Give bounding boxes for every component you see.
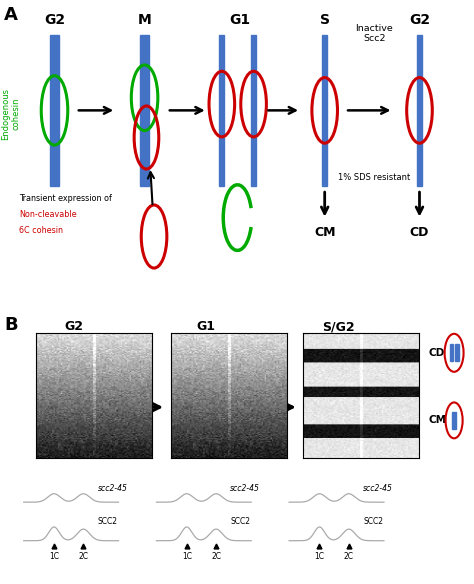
Text: CM: CM — [314, 226, 336, 239]
Bar — [219, 34, 225, 186]
Text: scc2-45: scc2-45 — [363, 484, 393, 493]
Text: CD: CD — [429, 348, 445, 358]
Text: S/G2: S/G2 — [323, 320, 355, 333]
Bar — [452, 412, 456, 429]
Text: Non-cleavable: Non-cleavable — [19, 210, 77, 219]
Bar — [55, 34, 59, 186]
Bar — [449, 345, 453, 361]
Text: SCC2: SCC2 — [363, 517, 383, 526]
Text: CM: CM — [429, 415, 447, 425]
Bar — [456, 345, 459, 361]
Text: scc2-45: scc2-45 — [98, 484, 128, 493]
Text: A: A — [4, 6, 18, 25]
Text: 1C: 1C — [314, 552, 325, 561]
Text: B: B — [5, 316, 18, 334]
Text: CM: CM — [127, 401, 148, 413]
Text: $\it{scc2}$-45: $\it{scc2}$-45 — [75, 335, 109, 346]
Text: SCC2: SCC2 — [177, 335, 199, 344]
Text: G2: G2 — [409, 13, 430, 27]
Text: 1C: 1C — [182, 552, 192, 561]
Text: M: M — [137, 13, 152, 27]
Text: SCC2: SCC2 — [45, 335, 66, 344]
Text: $\it{scc2}$-45: $\it{scc2}$-45 — [208, 335, 242, 346]
Text: 2C: 2C — [78, 552, 89, 561]
Bar — [322, 34, 327, 186]
Text: SCC2: SCC2 — [98, 517, 118, 526]
Text: scc2-45: scc2-45 — [230, 484, 260, 493]
Text: G2: G2 — [44, 13, 65, 27]
Text: CD: CD — [410, 226, 429, 239]
Text: 2C: 2C — [211, 552, 221, 561]
Text: G2: G2 — [64, 320, 83, 333]
Text: 2C: 2C — [344, 552, 354, 561]
Bar — [251, 34, 256, 186]
Text: 37°C: 37°C — [262, 371, 286, 381]
Text: $\it{scc2}$-45: $\it{scc2}$-45 — [341, 335, 375, 346]
Text: S: S — [319, 13, 330, 27]
Text: Inactive
Scc2: Inactive Scc2 — [356, 24, 393, 43]
Text: 1% SDS resistant: 1% SDS resistant — [338, 173, 410, 182]
Text: 6C cohesin: 6C cohesin — [19, 226, 63, 235]
Bar — [145, 34, 149, 186]
Bar — [417, 34, 422, 186]
Text: Transient expression of: Transient expression of — [19, 194, 112, 203]
Bar — [50, 34, 55, 186]
Text: 1C: 1C — [49, 552, 59, 561]
Text: SCC2: SCC2 — [310, 335, 332, 344]
Bar — [140, 34, 145, 186]
Text: SCC2: SCC2 — [230, 517, 250, 526]
Text: G1: G1 — [197, 320, 216, 333]
Text: Endogenous
cohesin: Endogenous cohesin — [1, 88, 20, 140]
Text: G1: G1 — [229, 13, 250, 27]
